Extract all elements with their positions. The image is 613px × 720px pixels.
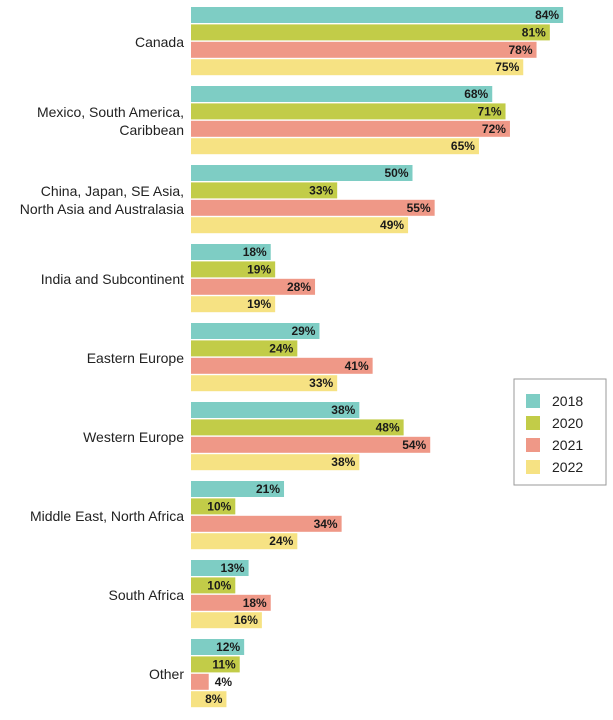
legend-label-2022: 2022 xyxy=(552,459,583,475)
legend-swatch-2021 xyxy=(526,438,540,452)
bar-2022-6 xyxy=(191,454,360,471)
bar-2022-8 xyxy=(191,612,262,629)
value-label-2022-1: 75% xyxy=(495,60,519,74)
legend: 2018 2020 2021 2022 xyxy=(513,378,607,486)
value-label-2020-8: 10% xyxy=(207,578,231,592)
bar-2020-3 xyxy=(191,182,338,199)
legend-swatch-2020 xyxy=(526,416,540,430)
legend-label-2018: 2018 xyxy=(552,393,583,409)
bar-2022-3 xyxy=(191,217,409,234)
category-label-9: Other xyxy=(149,666,184,682)
category-labels: Canada Mexico, South America, Caribbean Chi… xyxy=(20,34,185,682)
bar-2018-8 xyxy=(191,560,249,576)
bar-2020-8 xyxy=(191,577,236,594)
category-label-6: Western Europe xyxy=(83,429,184,445)
value-label-2018-8: 13% xyxy=(221,561,245,575)
bar-2022-1 xyxy=(191,59,524,76)
category-label-7: Middle East, North Africa xyxy=(30,508,184,524)
bar-2021-4 xyxy=(191,278,316,295)
bar-2022-5 xyxy=(191,375,338,392)
bar-2018-2 xyxy=(191,86,493,102)
bar-2020-7 xyxy=(191,498,236,515)
value-label-2020-5: 24% xyxy=(269,341,293,355)
bar-2020-9 xyxy=(191,656,240,673)
category-label-8: South Africa xyxy=(109,587,185,603)
value-label-2021-1: 78% xyxy=(509,43,533,57)
value-label-2020-9: 11% xyxy=(212,657,236,671)
value-label-2018-2: 68% xyxy=(464,87,488,101)
bar-2021-7 xyxy=(191,515,342,532)
value-label-2020-6: 48% xyxy=(376,420,400,434)
value-label-2021-2: 72% xyxy=(482,122,506,136)
value-label-2018-5: 29% xyxy=(291,324,315,338)
bar-2020-5 xyxy=(191,340,298,357)
value-label-2022-2: 65% xyxy=(451,139,475,153)
value-label-2020-3: 33% xyxy=(309,183,333,197)
value-label-2020-2: 71% xyxy=(477,104,501,118)
value-label-2021-4: 28% xyxy=(287,280,311,294)
value-label-2018-9: 12% xyxy=(216,640,240,654)
bar-2018-7 xyxy=(191,481,285,497)
legend-label-2020: 2020 xyxy=(552,415,583,431)
legend-swatch-2018 xyxy=(526,394,540,408)
value-label-2021-5: 41% xyxy=(345,359,369,373)
bar-2022-4 xyxy=(191,296,276,313)
bars-layer: 84% 81% 78% 75% 68% 71% 72% 65% 50% 33% 55%49% 18% 1… xyxy=(191,7,564,708)
bar-2020-4 xyxy=(191,261,276,278)
value-label-2022-8: 16% xyxy=(234,613,258,627)
value-label-2022-4: 19% xyxy=(247,297,271,311)
category-label-3: China, Japan, SE Asia, North Asia and Aus… xyxy=(20,183,184,217)
value-label-2022-6: 38% xyxy=(331,455,355,469)
value-label-2020-1: 81% xyxy=(522,25,546,39)
value-label-2021-7: 34% xyxy=(314,517,338,531)
value-label-2022-9: 8% xyxy=(205,692,223,706)
bar-2021-2 xyxy=(191,120,510,137)
category-label-4: India and Subcontinent xyxy=(41,271,184,287)
bar-2018-6 xyxy=(191,402,360,418)
bar-2018-4 xyxy=(191,244,271,260)
bar-2022-2 xyxy=(191,138,479,155)
bar-2022-9 xyxy=(191,691,227,708)
bar-2018-3 xyxy=(191,165,413,181)
bar-2020-2 xyxy=(191,103,506,120)
category-label-2: Mexico, South America, Caribbean xyxy=(37,104,184,138)
bar-2021-1 xyxy=(191,41,537,58)
value-label-2018-4: 18% xyxy=(243,245,267,259)
value-label-2018-3: 50% xyxy=(384,166,408,180)
bar-2018-1 xyxy=(191,7,564,23)
bar-2020-1 xyxy=(191,24,550,41)
value-label-2021-8: 18% xyxy=(243,596,267,610)
bar-2018-9 xyxy=(191,639,245,655)
bar-2021-6 xyxy=(191,436,431,453)
value-label-2018-1: 84% xyxy=(535,8,559,22)
value-label-2018-7: 21% xyxy=(256,482,280,496)
value-label-2021-9: 4% xyxy=(215,675,233,689)
legend-swatch-2022 xyxy=(526,460,540,474)
value-label-2021-6: 54% xyxy=(402,438,426,452)
bar-2021-8 xyxy=(191,594,271,611)
bar-2021-5 xyxy=(191,357,373,374)
value-label-2020-4: 19% xyxy=(247,262,271,276)
value-label-2022-5: 33% xyxy=(309,376,333,390)
legend-label-2021: 2021 xyxy=(552,437,583,453)
value-label-2020-7: 10% xyxy=(207,499,231,513)
value-label-2022-3: 49% xyxy=(380,218,404,232)
category-label-5: Eastern Europe xyxy=(87,350,184,366)
value-label-2021-3: 55% xyxy=(407,201,431,215)
bar-2018-5 xyxy=(191,323,320,339)
category-label-1: Canada xyxy=(135,34,184,50)
bar-2021-3 xyxy=(191,199,435,216)
value-label-2018-6: 38% xyxy=(331,403,355,417)
bar-2021-9 xyxy=(191,673,209,690)
value-label-2022-7: 24% xyxy=(269,534,293,548)
bar-2022-7 xyxy=(191,533,298,550)
bar-2020-6 xyxy=(191,419,404,436)
